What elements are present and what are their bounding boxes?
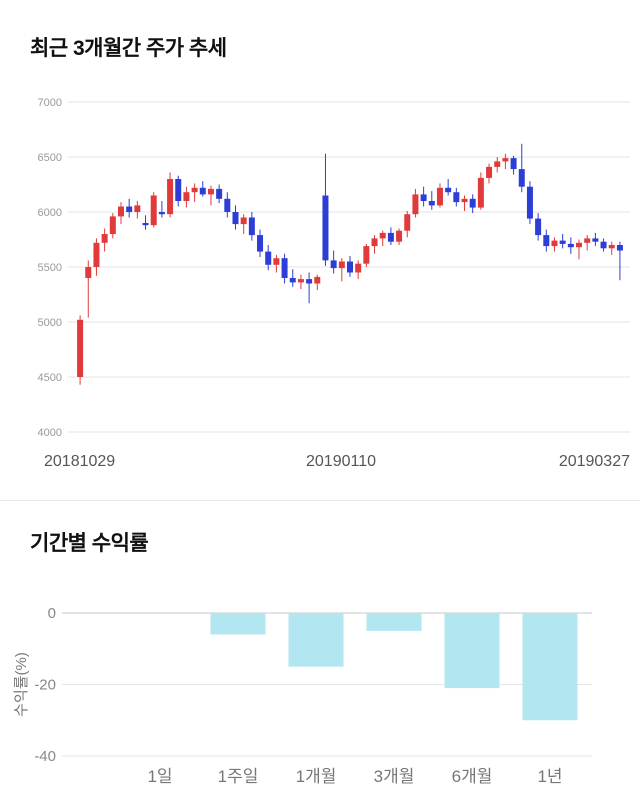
category-label: 1년 bbox=[537, 767, 562, 786]
candle-body bbox=[134, 205, 141, 212]
y-tick-label: 4000 bbox=[38, 427, 62, 439]
candle-body bbox=[363, 246, 370, 264]
candle-body bbox=[526, 186, 533, 219]
candle-body bbox=[502, 158, 509, 162]
y-tick-label: 7000 bbox=[38, 97, 62, 109]
candle-body bbox=[559, 240, 566, 244]
candle-body bbox=[543, 235, 550, 247]
bar bbox=[210, 613, 266, 635]
candle-body bbox=[289, 278, 296, 283]
candle-body bbox=[592, 238, 599, 242]
candle-body bbox=[109, 216, 116, 234]
x-axis-label: 20181029 bbox=[44, 453, 115, 470]
candle-body bbox=[142, 223, 149, 226]
category-label: 3개월 bbox=[374, 767, 415, 786]
candle-body bbox=[207, 188, 214, 195]
candle-body bbox=[396, 230, 403, 242]
price-candlestick-chart: 4000 4500 5000 5500 6000 6500 7000 20181029 2019… bbox=[38, 97, 631, 470]
candle-body bbox=[379, 232, 386, 239]
candle-body bbox=[199, 187, 206, 195]
candle-body bbox=[93, 242, 100, 267]
candle-body bbox=[273, 258, 280, 265]
candle-body bbox=[306, 279, 313, 284]
candle-body bbox=[551, 240, 558, 247]
candle-body bbox=[412, 194, 419, 215]
candle-body bbox=[469, 198, 476, 208]
candle-body bbox=[453, 192, 460, 203]
candle-body bbox=[347, 261, 353, 273]
candle-body bbox=[175, 179, 182, 201]
candle-body bbox=[461, 198, 468, 203]
y-tick-label: 6500 bbox=[38, 152, 62, 164]
candle-body bbox=[428, 201, 435, 206]
bar bbox=[366, 613, 422, 631]
candle-body bbox=[338, 261, 345, 269]
x-axis-label: 20190110 bbox=[306, 453, 376, 470]
candle-body bbox=[126, 206, 133, 212]
y-tick-label: 4500 bbox=[38, 372, 62, 384]
candle-body bbox=[240, 217, 247, 225]
candle-body bbox=[371, 238, 378, 247]
candle-body bbox=[404, 214, 411, 231]
candle-body bbox=[158, 212, 165, 215]
section-divider bbox=[0, 500, 640, 501]
candle-body bbox=[117, 206, 124, 217]
candle-body bbox=[477, 177, 484, 208]
x-axis-label: 20190327 bbox=[559, 453, 630, 470]
bar bbox=[288, 613, 344, 667]
y-axis-title: 수익률(%) bbox=[13, 652, 30, 717]
candle-body bbox=[330, 260, 337, 269]
candle-body bbox=[322, 195, 329, 261]
price-chart-title: 최근 3개월간 주가 추세 bbox=[30, 37, 227, 60]
y-tick-label: 5000 bbox=[38, 317, 62, 329]
candle-body bbox=[297, 279, 304, 283]
candle-body bbox=[510, 158, 517, 170]
candle-body bbox=[167, 179, 174, 215]
returns-chart-title: 기간별 수익률 bbox=[30, 532, 149, 555]
category-label: 1주일 bbox=[218, 767, 259, 786]
candle-body bbox=[584, 238, 591, 243]
candle-body bbox=[257, 235, 264, 252]
y-tick-label: 5500 bbox=[38, 262, 62, 274]
candle-body bbox=[616, 245, 623, 251]
y-tick-label: 0 bbox=[48, 605, 56, 622]
candle-body bbox=[600, 241, 607, 249]
candle-body bbox=[445, 187, 452, 193]
category-label: 1일 bbox=[147, 767, 172, 786]
candle-body bbox=[387, 232, 394, 242]
y-tick-label: -40 bbox=[34, 748, 56, 765]
category-label: 1개월 bbox=[296, 767, 337, 786]
candle-body bbox=[248, 217, 255, 236]
candle-body bbox=[183, 192, 190, 201]
candle-body bbox=[191, 187, 198, 193]
candle-body bbox=[355, 263, 362, 273]
candle-body bbox=[224, 198, 231, 212]
returns-bar-chart: 0 -20 -40 수익률(%) 1일 1주일 1개월 3개월 6개월 1년 bbox=[13, 605, 592, 786]
category-label: 6개월 bbox=[452, 767, 493, 786]
candle-body bbox=[567, 243, 574, 248]
candle-body bbox=[576, 242, 583, 248]
candle-body bbox=[314, 276, 321, 284]
bar bbox=[522, 613, 578, 721]
candle-body bbox=[518, 169, 525, 187]
bar bbox=[444, 613, 500, 689]
candle-body bbox=[420, 194, 427, 201]
candle-body bbox=[281, 258, 288, 278]
candle-body bbox=[77, 319, 84, 377]
candle-body bbox=[486, 166, 493, 178]
candle-body bbox=[265, 251, 272, 265]
candle-body bbox=[436, 187, 443, 206]
candle-body bbox=[232, 212, 239, 225]
candle-body bbox=[535, 218, 542, 236]
candle-body bbox=[494, 161, 501, 167]
candle-body bbox=[216, 188, 223, 199]
y-tick-label: 6000 bbox=[38, 207, 62, 219]
candle-body bbox=[101, 234, 108, 243]
candle-body bbox=[608, 245, 615, 249]
candle-body bbox=[150, 195, 157, 226]
y-tick-label: -20 bbox=[34, 677, 56, 694]
candle-body bbox=[85, 267, 92, 278]
